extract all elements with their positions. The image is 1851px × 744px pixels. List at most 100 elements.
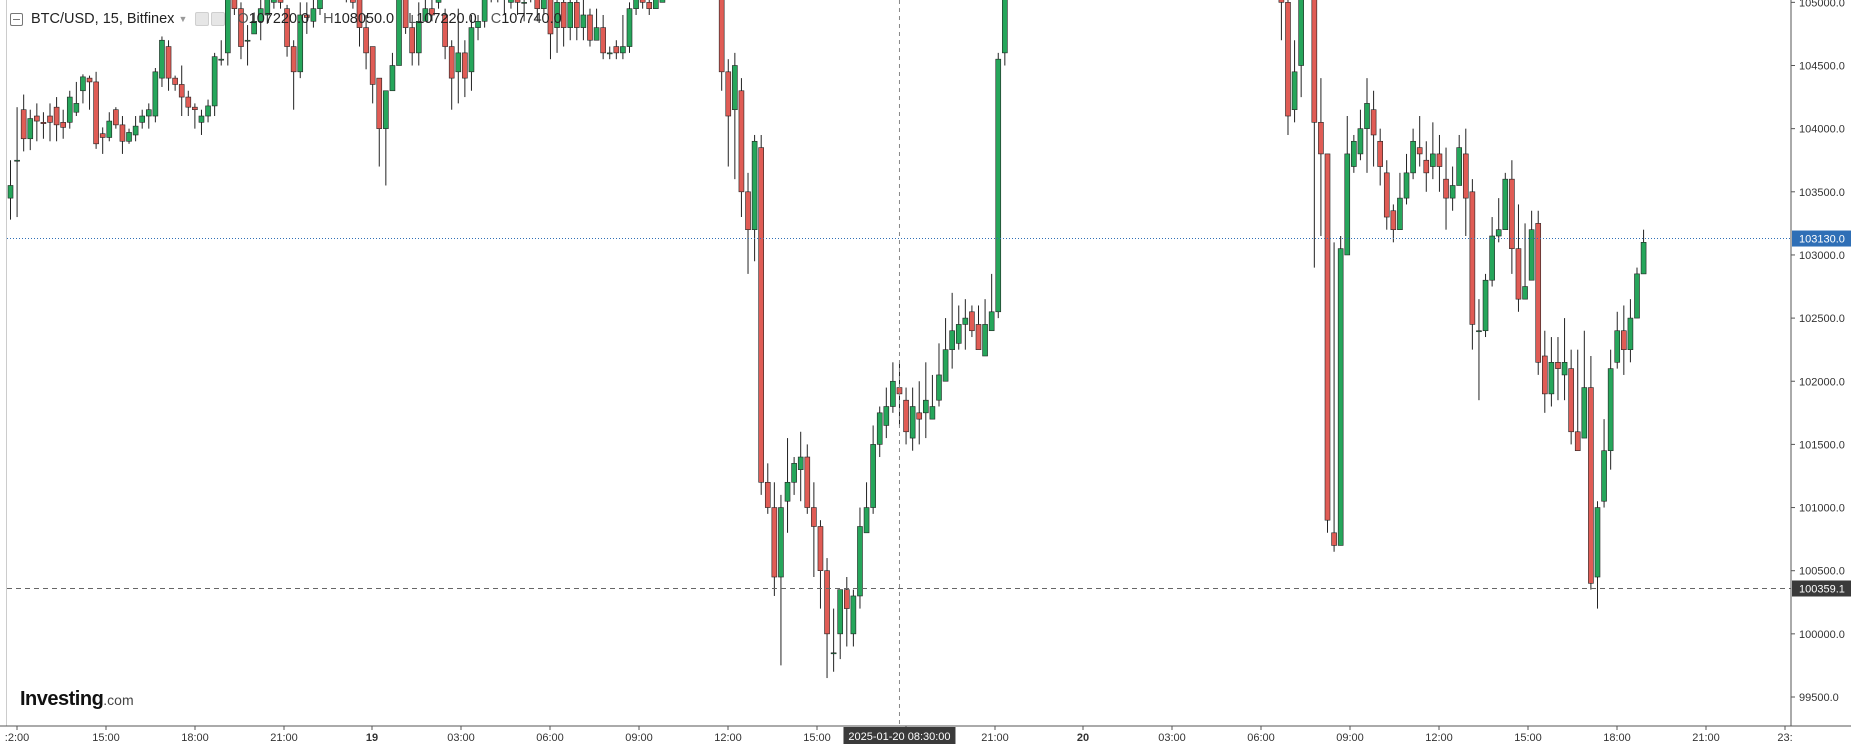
candle-body-up (1489, 235, 1495, 281)
candle-body-up (837, 589, 844, 635)
time-axis[interactable]: :2:00 15:00 18:00 21:00 19 03:00 06:00 09:00 12:… (0, 725, 1851, 744)
candle (497, 0, 499, 3)
candle-body-down (376, 77, 383, 129)
candle (1377, 128, 1383, 186)
candle-body-down (1462, 153, 1469, 199)
candle-body-down (1311, 0, 1318, 123)
candle (567, 0, 574, 41)
open-value: 107220.0 (248, 11, 310, 27)
candle (1456, 134, 1462, 186)
candle-body-down (975, 324, 982, 350)
candle (481, 0, 488, 28)
candle (1621, 305, 1627, 375)
candle-body-up (923, 399, 929, 414)
price-tick-label: 104500.0 (1799, 61, 1845, 73)
candle-body-down (429, 8, 435, 16)
candle-body-up (310, 8, 317, 22)
candle-body-up (383, 90, 389, 129)
candle-body-up (1002, 0, 1008, 54)
candle-body-up (1456, 147, 1462, 186)
candle-body-up (145, 109, 152, 117)
candle (1522, 223, 1528, 300)
candle-body-up (521, 2, 527, 4)
candle-body-down (600, 27, 606, 54)
candle-body-up (784, 481, 791, 502)
candle-body-down (448, 46, 455, 79)
candle (448, 40, 455, 110)
candle (396, 0, 402, 66)
candle-body-up (1364, 103, 1370, 129)
candle (804, 444, 811, 514)
candle (159, 36, 165, 87)
candle-body-down (402, 0, 409, 28)
candle (1423, 141, 1430, 192)
logo-suffix: .com (103, 692, 134, 708)
candle (7, 160, 14, 220)
price-tick-label: 100500.0 (1799, 566, 1845, 578)
low-label: L (408, 11, 417, 27)
candle (1535, 210, 1542, 375)
candle (745, 172, 751, 274)
price-axis[interactable]: 99500.0 100000.0 100500.0 101000.0 101500.0 1… (1790, 0, 1851, 726)
candle (1542, 330, 1548, 413)
candle-body-down (1390, 210, 1397, 230)
time-tick-label: 12:00 (1425, 732, 1453, 744)
candle-body-up (988, 311, 995, 332)
candle (995, 52, 1002, 319)
price-tick-label: 101000.0 (1799, 503, 1845, 515)
candle-body-up (567, 2, 574, 28)
candle-body-down (1542, 355, 1548, 395)
candle-body-up (73, 103, 80, 113)
candle-body-down (1370, 109, 1377, 136)
candle-body-up (1581, 387, 1588, 439)
candle-body-up (1561, 362, 1568, 376)
candle (73, 81, 80, 117)
close-value: 107740.0 (501, 11, 562, 27)
time-tick-label: 19 (366, 732, 378, 744)
candle-body-down (1377, 140, 1383, 167)
collapse-legend-icon[interactable] (10, 12, 23, 26)
settings-icon[interactable] (195, 12, 210, 26)
candle (106, 112, 113, 142)
candle (508, 0, 514, 9)
chevron-down-icon[interactable]: ▼ (178, 14, 188, 24)
candle (442, 8, 448, 60)
candle (462, 40, 468, 98)
candle-body-up (962, 317, 969, 325)
candle (541, 0, 547, 15)
candle (264, 0, 271, 24)
crosshair-time-label: 2025-01-20 08:30:00 (848, 731, 950, 743)
candle (1344, 116, 1351, 256)
price-tick-label: 100000.0 (1799, 629, 1845, 641)
price-tick-label: 102500.0 (1799, 313, 1845, 325)
candle-body-down (1383, 172, 1390, 218)
logo-brand: Investing (20, 688, 104, 710)
close-icon[interactable] (211, 12, 226, 26)
candle (593, 8, 600, 41)
candle-body-up (909, 406, 916, 439)
candle-body-down (1324, 153, 1331, 521)
symbol-title[interactable]: BTC/USD, 15, Bitfinex (31, 11, 175, 27)
candle (27, 109, 34, 151)
candle-body-down (1285, 2, 1291, 117)
candle-body-up (508, 0, 514, 3)
candle (929, 374, 936, 420)
time-tick-label: 12:00 (714, 732, 742, 744)
candle-body-down (53, 106, 60, 126)
candle-body-up (14, 159, 20, 162)
candle-body-up (1357, 128, 1364, 155)
candle (857, 507, 863, 609)
candle (988, 273, 995, 332)
candle-body-up (257, 8, 264, 22)
candle-body-down (369, 46, 376, 85)
candle (185, 90, 192, 117)
candle-body-up (626, 8, 633, 47)
candle (1482, 273, 1489, 338)
candle-body-down (238, 8, 244, 47)
candle-body-up (797, 456, 804, 470)
candle (429, 0, 435, 22)
candle-body-down (646, 2, 653, 9)
candle-body-down (1443, 178, 1449, 199)
candle (225, 0, 231, 66)
